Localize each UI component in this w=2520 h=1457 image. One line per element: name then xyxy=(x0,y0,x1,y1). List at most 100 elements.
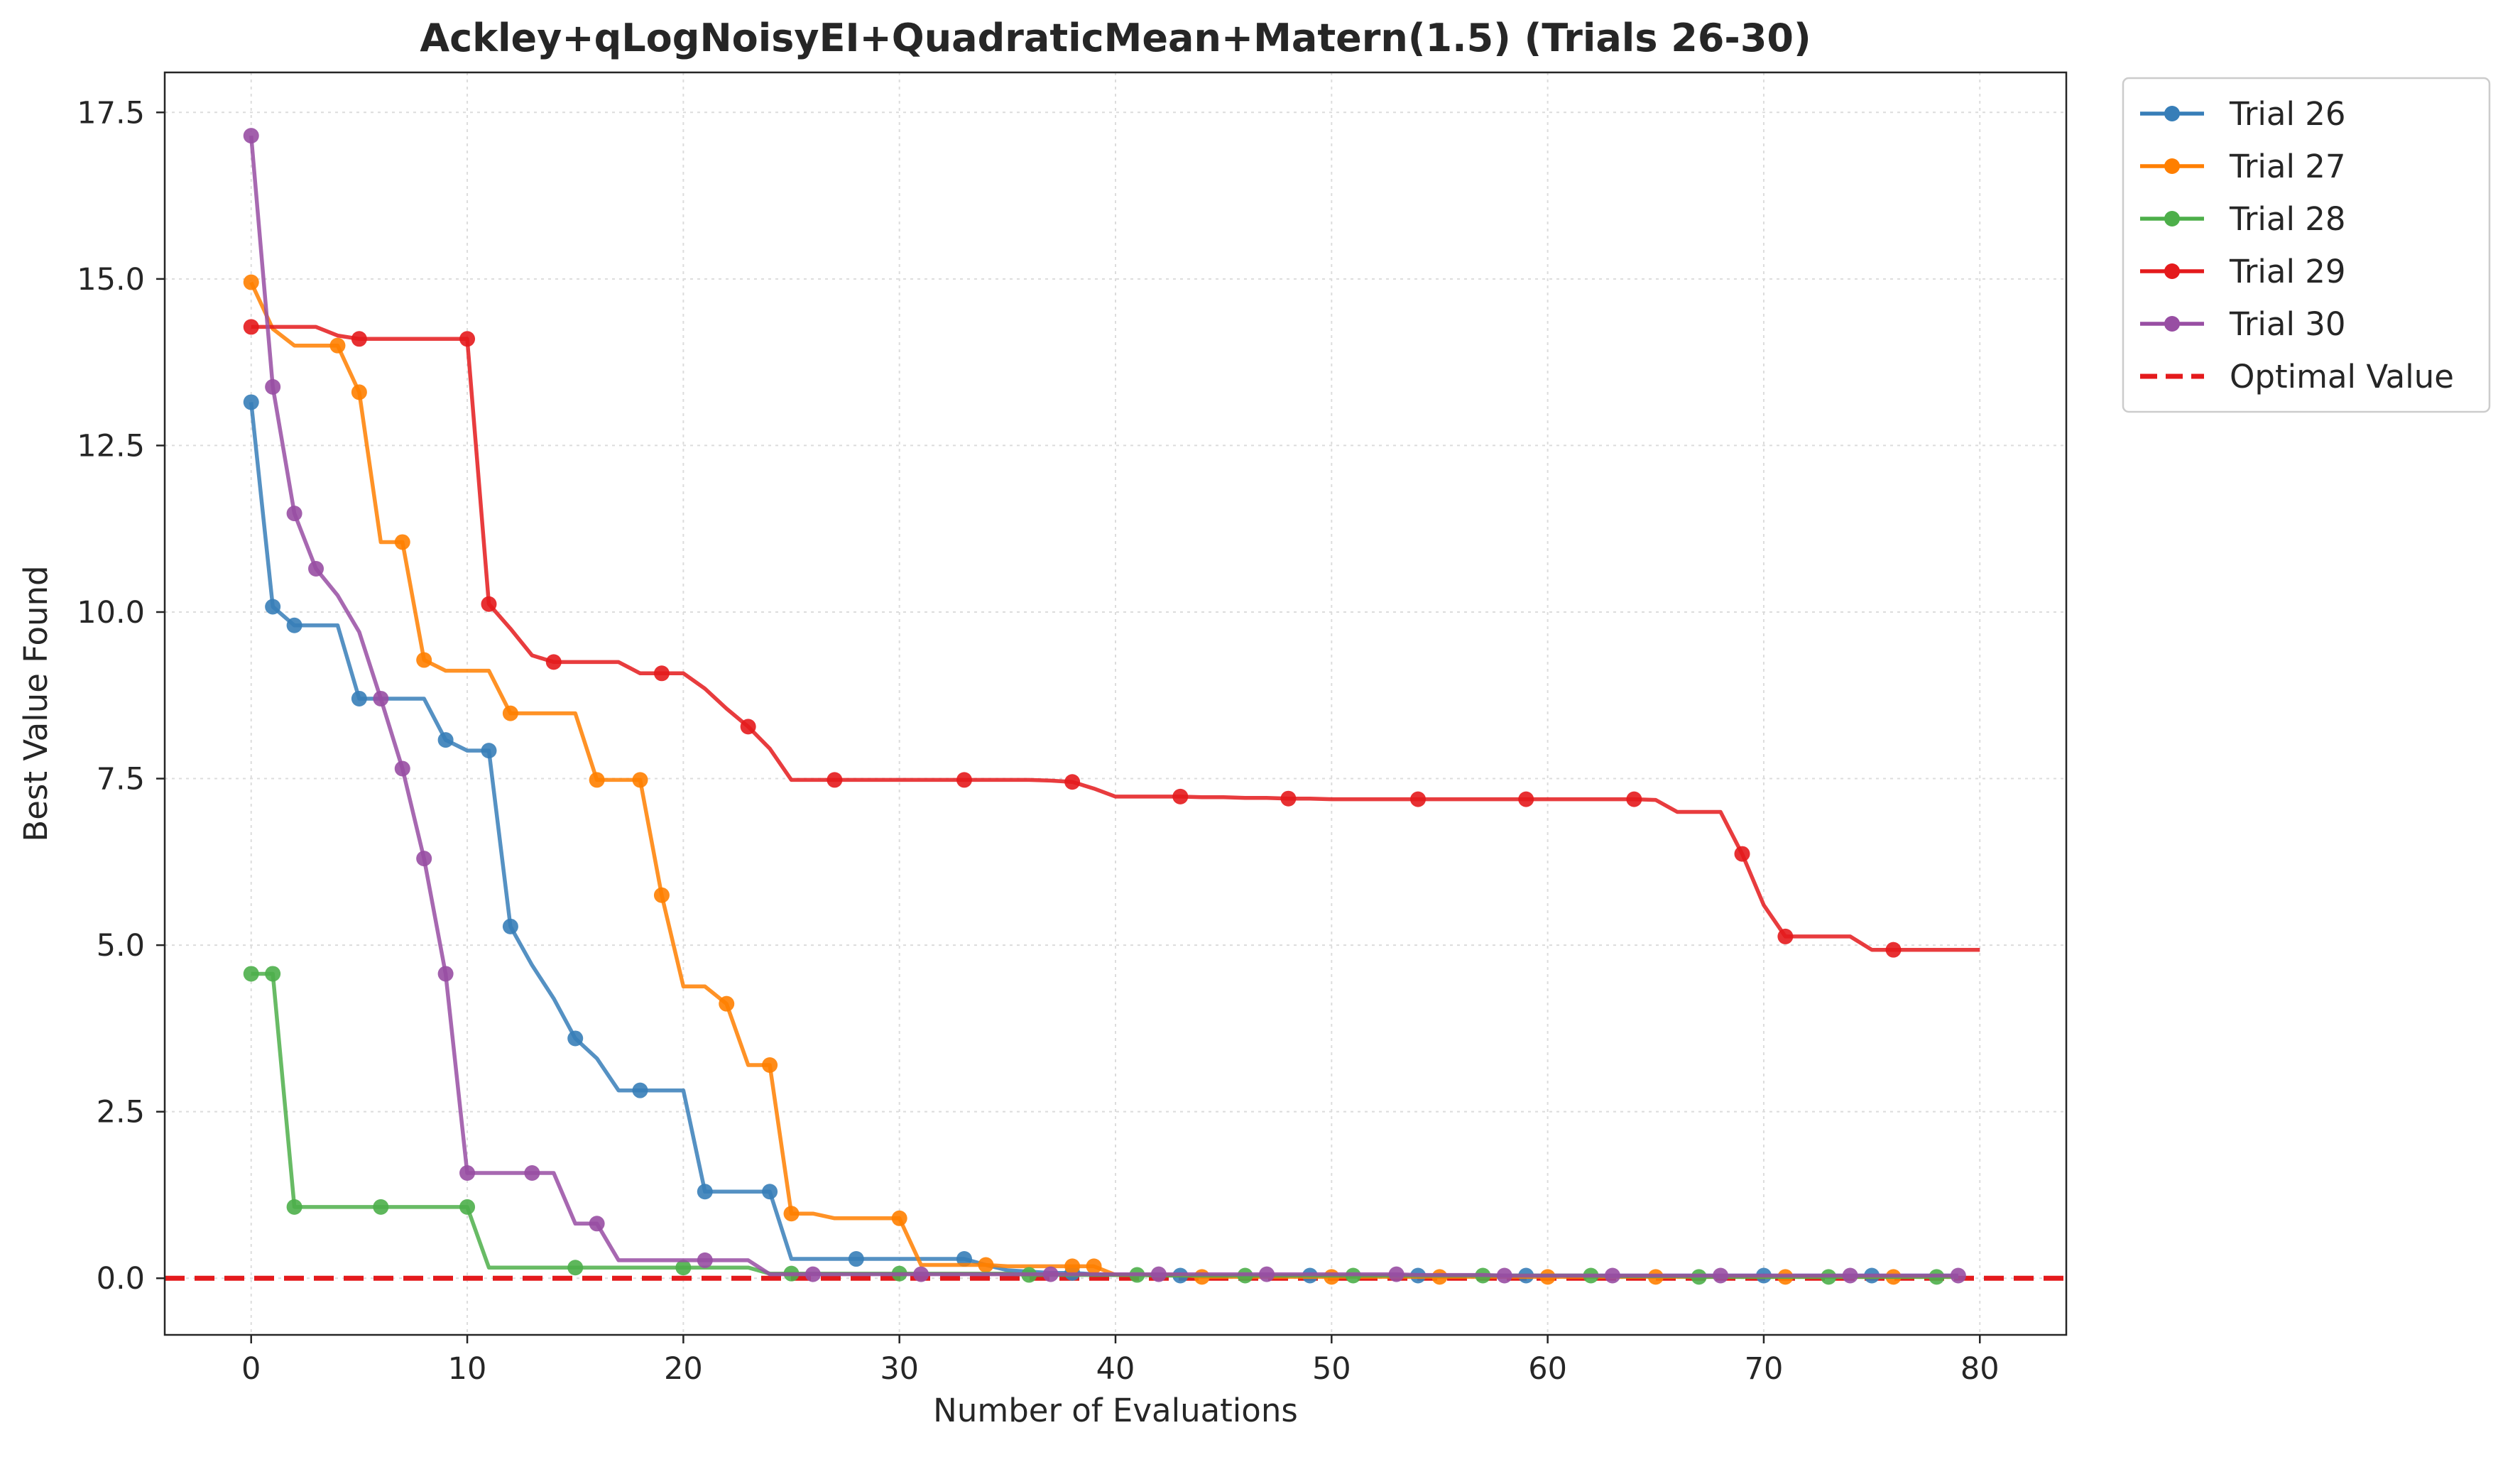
legend: Trial 26 Trial 27 Trial 28 Trial 29 Trial 30… xyxy=(2122,77,2491,413)
data-point xyxy=(589,1216,605,1232)
data-point xyxy=(697,1184,713,1200)
data-point xyxy=(1064,774,1081,790)
data-point xyxy=(913,1266,929,1282)
x-tick-label: 50 xyxy=(1312,1351,1351,1387)
x-axis-label: Number of Evaluations xyxy=(933,1392,1298,1429)
legend-marker xyxy=(2164,158,2180,174)
data-point xyxy=(286,1199,302,1215)
legend-label: Trial 30 xyxy=(2229,305,2346,343)
data-point xyxy=(1842,1267,1858,1284)
data-point xyxy=(286,617,302,633)
data-point xyxy=(459,331,476,347)
data-point xyxy=(416,652,432,668)
legend-label: Optimal Value xyxy=(2230,358,2454,395)
data-point xyxy=(675,1260,692,1276)
data-point xyxy=(762,1184,778,1200)
data-point xyxy=(329,337,346,354)
data-point xyxy=(545,654,562,670)
data-point xyxy=(265,599,281,615)
data-point xyxy=(783,1206,800,1222)
y-axis-ticks: 0.0 2.5 5.0 7.5 10.0 12.5 15.0 17.5 xyxy=(77,95,165,1297)
data-point xyxy=(1626,791,1642,807)
data-point xyxy=(243,966,259,982)
data-point xyxy=(956,1251,972,1267)
x-tick-label: 40 xyxy=(1096,1351,1135,1387)
data-point xyxy=(653,665,670,682)
legend-marker xyxy=(2164,316,2180,332)
legend-label: Trial 28 xyxy=(2229,200,2346,238)
legend-box xyxy=(2122,77,2491,413)
legend-item: Trial 26 xyxy=(2140,95,2346,133)
data-point xyxy=(827,772,843,788)
legend-item: Trial 29 xyxy=(2140,253,2346,290)
legend-item: Trial 28 xyxy=(2140,200,2346,238)
x-tick-label: 0 xyxy=(241,1351,261,1387)
data-point xyxy=(1086,1258,1102,1275)
data-point xyxy=(589,772,605,788)
legend-label: Trial 26 xyxy=(2229,95,2346,133)
legend-item: Trial 27 xyxy=(2140,148,2346,185)
data-point xyxy=(1734,846,1750,862)
data-point xyxy=(719,995,735,1012)
data-point xyxy=(1259,1266,1275,1282)
legend-marker xyxy=(2164,263,2180,279)
data-point xyxy=(1950,1267,1966,1284)
series-layer xyxy=(243,128,1980,1285)
legend-marker xyxy=(2164,211,2180,227)
data-point xyxy=(265,966,281,982)
y-tick-label: 10.0 xyxy=(77,595,145,631)
chart-title: Ackley+qLogNoisyEI+QuadraticMean+Matern(… xyxy=(420,16,1811,60)
legend-item: Optimal Value xyxy=(2140,358,2454,395)
data-point xyxy=(1388,1266,1404,1282)
data-point xyxy=(1064,1258,1081,1275)
data-point xyxy=(567,1260,584,1276)
x-tick-label: 20 xyxy=(664,1351,703,1387)
legend-label: Trial 29 xyxy=(2229,253,2346,290)
data-point xyxy=(956,772,972,788)
series-trial-29 xyxy=(243,319,1980,958)
x-tick-label: 30 xyxy=(880,1351,919,1387)
y-tick-label: 12.5 xyxy=(77,428,145,464)
data-point xyxy=(1280,790,1297,807)
data-point xyxy=(1172,788,1189,804)
y-tick-label: 15.0 xyxy=(77,262,145,298)
data-point xyxy=(1150,1266,1167,1282)
data-point xyxy=(804,1266,821,1282)
data-point xyxy=(265,378,281,395)
x-tick-label: 70 xyxy=(1745,1351,1784,1387)
y-tick-label: 0.0 xyxy=(97,1261,145,1297)
data-point xyxy=(848,1251,864,1267)
data-point xyxy=(1885,942,1902,958)
data-point xyxy=(243,128,259,144)
data-point xyxy=(1496,1267,1512,1284)
data-point xyxy=(308,561,324,577)
data-point xyxy=(1777,928,1794,944)
legend-label: Trial 27 xyxy=(2229,148,2346,185)
data-point xyxy=(502,918,518,934)
data-point xyxy=(502,705,518,721)
data-point xyxy=(653,887,670,903)
data-point xyxy=(351,690,367,706)
data-point xyxy=(243,394,259,410)
y-tick-label: 2.5 xyxy=(97,1095,145,1130)
data-point xyxy=(437,732,454,748)
data-point xyxy=(416,851,432,867)
data-point xyxy=(1713,1267,1729,1284)
x-axis-ticks: 0 10 20 30 40 50 60 70 80 xyxy=(241,1335,2000,1387)
data-point xyxy=(740,719,756,735)
data-point xyxy=(243,274,259,290)
data-point xyxy=(373,1199,389,1215)
data-point xyxy=(481,743,497,759)
data-point xyxy=(632,1082,648,1098)
legend-marker xyxy=(2164,106,2180,121)
y-tick-label: 5.0 xyxy=(97,928,145,964)
data-point xyxy=(567,1030,584,1047)
data-point xyxy=(373,690,389,706)
data-point xyxy=(394,760,410,777)
data-point xyxy=(1518,791,1534,807)
x-tick-label: 60 xyxy=(1528,1351,1567,1387)
data-point xyxy=(1042,1266,1059,1282)
data-point xyxy=(286,506,302,522)
data-point xyxy=(762,1057,778,1074)
